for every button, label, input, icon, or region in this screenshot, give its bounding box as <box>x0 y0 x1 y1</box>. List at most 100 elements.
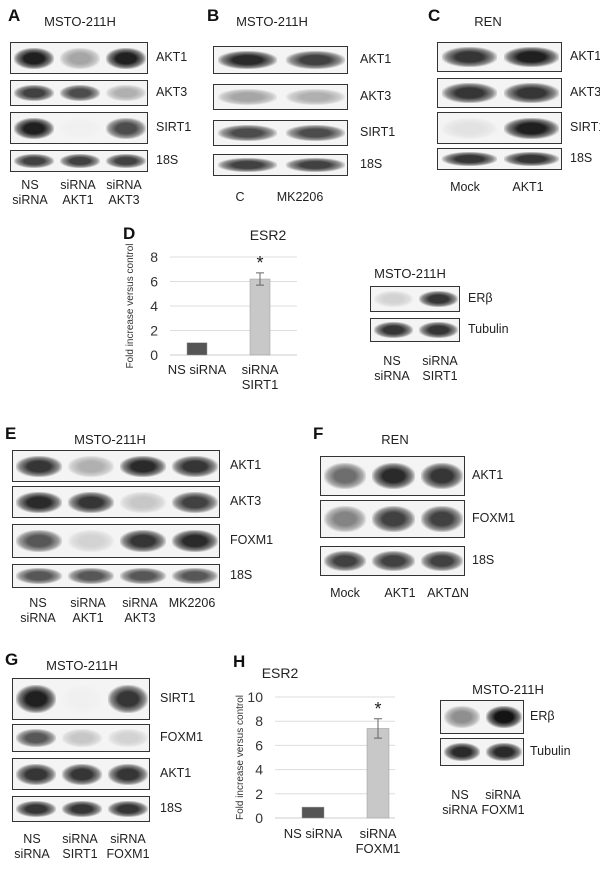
lane-label: siRNA AKT3 <box>122 596 158 625</box>
band <box>68 568 114 584</box>
y-tick-label: 0 <box>255 810 263 826</box>
lane-label: NS siRNA <box>20 596 56 625</box>
band <box>443 705 481 729</box>
band <box>68 455 114 477</box>
band <box>372 462 415 490</box>
band <box>120 455 166 477</box>
band <box>285 158 345 172</box>
band <box>105 117 147 139</box>
lane-label: siRNA AKT1 <box>60 178 96 207</box>
row-label: 18S <box>230 568 253 582</box>
band <box>323 506 367 532</box>
band <box>504 117 560 139</box>
band <box>15 800 57 818</box>
lane-label: siRNA FOXM1 <box>106 832 150 861</box>
band <box>218 50 278 70</box>
error-bar <box>256 272 264 286</box>
band <box>485 705 523 729</box>
significance-marker: * <box>374 699 381 719</box>
band <box>441 117 497 139</box>
blot-strip <box>12 564 220 588</box>
lane-label: Mock <box>450 180 480 194</box>
band <box>16 455 62 477</box>
band <box>107 800 149 818</box>
row-label: AKT3 <box>156 85 188 99</box>
row-label: 18S <box>570 151 593 165</box>
row-label: AKT1 <box>156 50 188 64</box>
blot-strip <box>10 112 148 144</box>
lane-label: NS siRNA <box>12 178 48 207</box>
band <box>504 83 560 103</box>
lane-label: Mock <box>330 586 360 600</box>
blot-strip <box>213 84 348 110</box>
band <box>15 763 57 785</box>
bar <box>301 806 325 819</box>
band <box>16 568 62 584</box>
y-tick-label: 6 <box>150 274 158 290</box>
blot-title: MSTO-211H <box>236 14 308 29</box>
band <box>61 800 103 818</box>
band <box>13 117 55 139</box>
row-label: AKT1 <box>570 49 600 63</box>
blot-strip <box>437 112 562 144</box>
y-axis-label: Fold increase versus control <box>235 695 246 820</box>
blot-strip <box>320 546 465 576</box>
y-tick-label: 6 <box>255 737 263 753</box>
blot-title: REN <box>381 432 409 447</box>
band <box>172 568 218 584</box>
blot-strip <box>12 678 150 720</box>
band <box>218 158 278 172</box>
band <box>68 529 114 553</box>
blot-strip <box>437 148 562 170</box>
band <box>418 322 459 338</box>
band <box>13 154 55 168</box>
band <box>61 685 103 713</box>
blot-strip <box>213 154 348 176</box>
lane-label: NS siRNA <box>374 354 410 383</box>
band <box>504 47 560 67</box>
band <box>59 47 101 69</box>
blot-strip <box>12 796 150 822</box>
row-label: FOXM1 <box>160 730 204 744</box>
blot-title: MSTO-211H <box>472 682 544 697</box>
lane-label: siRNA FOXM1 <box>481 788 525 817</box>
lane-label: siRNA AKT1 <box>70 596 106 625</box>
blot-strip <box>440 700 524 734</box>
band <box>285 50 345 70</box>
y-tick-label: 2 <box>150 323 158 339</box>
blot-strip <box>12 450 220 482</box>
row-label: 18S <box>160 801 183 815</box>
lane-label: NS siRNA <box>442 788 478 817</box>
panel-label: G <box>5 650 19 669</box>
blot-strip <box>10 150 148 172</box>
panel-label: H <box>233 652 246 671</box>
y-tick-label: 4 <box>150 298 158 314</box>
blot-strip <box>213 46 348 74</box>
band <box>504 152 560 166</box>
band <box>420 462 464 490</box>
blot-strip <box>12 758 150 790</box>
lane-label: siRNA AKT3 <box>106 178 142 207</box>
error-bar <box>374 718 382 739</box>
chart-title: ESR2 <box>250 227 287 243</box>
band <box>443 742 481 762</box>
x-tick-label: NS siRNA <box>167 362 227 377</box>
band <box>418 290 459 308</box>
blot-strip <box>10 42 148 74</box>
band <box>172 529 218 553</box>
y-tick-label: 0 <box>150 347 158 363</box>
x-tick-label: NS siRNA <box>283 826 343 841</box>
band <box>372 551 415 571</box>
band <box>285 88 345 106</box>
band <box>105 84 147 102</box>
lane-label: NS siRNA <box>14 832 50 861</box>
blot-strip <box>12 524 220 558</box>
row-label: AKT1 <box>160 766 192 780</box>
x-tick-label: siRNA FOXM1 <box>355 826 401 856</box>
row-label: ERβ <box>468 291 493 305</box>
band <box>120 491 166 513</box>
panel-label: C <box>428 6 441 25</box>
bar <box>186 342 208 356</box>
y-tick-label: 8 <box>150 249 158 265</box>
